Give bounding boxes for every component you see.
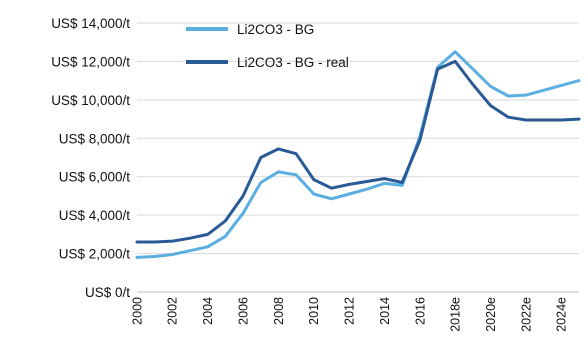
- x-tick-label: 2002: [166, 297, 180, 325]
- series-lines: [135, 50, 581, 259]
- y-tick-label: US$ 8,000/t: [59, 131, 131, 146]
- legend-label-li2co3-bg-real: Li2CO3 - BG - real: [237, 55, 349, 70]
- x-tick-label: 2012: [343, 297, 357, 325]
- series-line-li2co3-bg-real: [135, 59, 581, 244]
- y-tick-label: US$ 6,000/t: [59, 170, 131, 185]
- x-tick-label: 2008: [272, 297, 286, 325]
- x-tick-label: 2004: [201, 297, 215, 325]
- legend: Li2CO3 - BG Li2CO3 - BG - real: [186, 22, 349, 70]
- x-tick-label: 2020e: [484, 297, 498, 332]
- x-tick-label: 2018e: [449, 297, 463, 332]
- x-tick-label: 2000: [130, 297, 144, 325]
- gridlines: [137, 22, 579, 255]
- x-tick-label: 2010: [307, 297, 321, 325]
- y-axis-tick-labels: US$ 0/t US$ 2,000/t US$ 4,000/t US$ 6,000/t…: [51, 16, 130, 300]
- y-tick-label: US$ 4,000/t: [59, 208, 131, 223]
- x-tick-label: 2014: [378, 297, 392, 325]
- y-tick-label: US$ 10,000/t: [51, 93, 130, 108]
- y-tick-label: US$ 0/t: [85, 285, 130, 300]
- x-tick-label: 2022e: [519, 297, 533, 332]
- legend-label-li2co3-bg: Li2CO3 - BG: [237, 22, 314, 37]
- y-tick-label: US$ 12,000/t: [51, 54, 130, 69]
- y-tick-label: US$ 14,000/t: [51, 16, 130, 31]
- x-tick-label: 2024e: [555, 297, 569, 332]
- x-tick-label: 2006: [236, 297, 250, 325]
- series-line-li2co3-bg: [135, 50, 581, 259]
- y-tick-label: US$ 2,000/t: [59, 247, 131, 262]
- x-tick-label: 2016: [413, 297, 427, 325]
- x-axis-tick-labels: 2000 2002 2004 2006 2008 2010 2012 2014 2016 2018…: [130, 297, 568, 332]
